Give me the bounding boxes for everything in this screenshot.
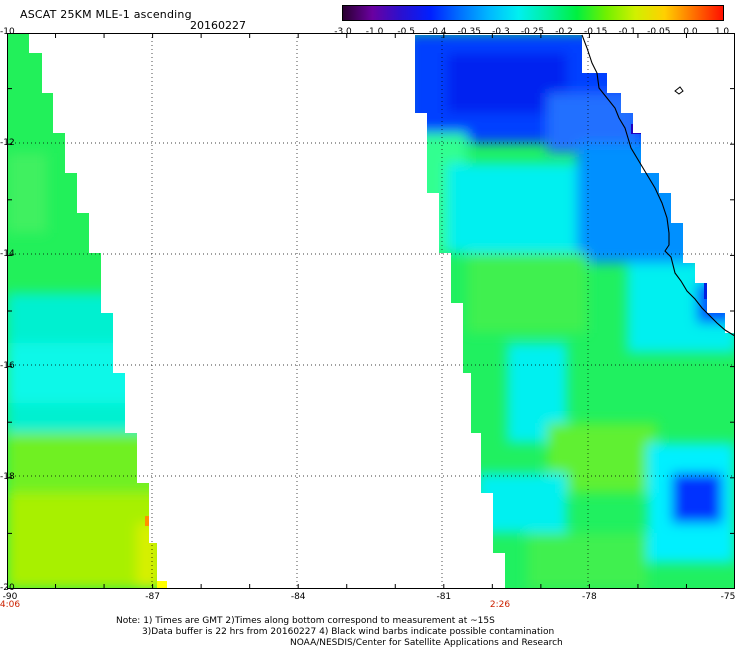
colorbar-label: -0.4 — [428, 27, 447, 37]
right-pass-time: 2:26 — [489, 600, 511, 610]
colorbar-label: -0.3 — [492, 27, 510, 37]
colorbar-label: -0.1 — [618, 27, 637, 37]
colorbar-label: -0.2 — [555, 27, 573, 37]
colorbar-label: -0.5 — [397, 27, 415, 37]
colorbar-label: 0.0 — [683, 27, 698, 37]
lat-label: -14 — [0, 249, 15, 260]
colorbar-label: -0.25 — [520, 27, 545, 37]
colorbar-label: -0.05 — [647, 27, 671, 37]
lat-label: -20 — [0, 583, 15, 593]
lat-label: -12 — [0, 138, 15, 149]
lat-label: -16 — [0, 360, 15, 371]
lat-label: -10 — [0, 27, 15, 37]
colorbar-label: -1.0 — [365, 27, 384, 37]
map-date: 20160227 — [190, 19, 246, 32]
colorbar-label: 1.0 — [714, 27, 730, 37]
lon-label: -75 — [720, 592, 736, 602]
left-pass-time: 4:06 — [0, 600, 21, 610]
note-line-2: 3)Data buffer is 22 hrs from 20160227 4)… — [142, 627, 555, 637]
coastline — [581, 34, 735, 337]
left-swath — [7, 33, 167, 589]
note-line-1: Note: 1) Times are GMT 2)Times along bot… — [116, 616, 495, 626]
island-outline — [674, 86, 684, 95]
colorbar-label: -0.35 — [457, 27, 481, 37]
lon-label: -81 — [436, 592, 452, 602]
map-title: ASCAT 25KM MLE-1 ascending — [20, 8, 192, 21]
grid-lines — [7, 33, 735, 589]
colorbar-label: -3.0 — [334, 27, 352, 37]
colorbar-gradient — [343, 6, 723, 20]
note-line-3: NOAA/NESDIS/Center for Satellite Applica… — [290, 638, 563, 648]
lon-label: -84 — [290, 592, 306, 602]
lat-label: -18 — [0, 471, 15, 482]
colorbar-label: -0.15 — [584, 27, 608, 37]
lon-label: -87 — [145, 592, 160, 602]
colorbar — [342, 5, 724, 21]
tick-marks — [7, 33, 735, 589]
lon-label: -90 — [2, 592, 18, 602]
wind-swath-map — [7, 33, 735, 589]
right-swath — [415, 35, 735, 589]
lon-label: -78 — [582, 592, 597, 602]
